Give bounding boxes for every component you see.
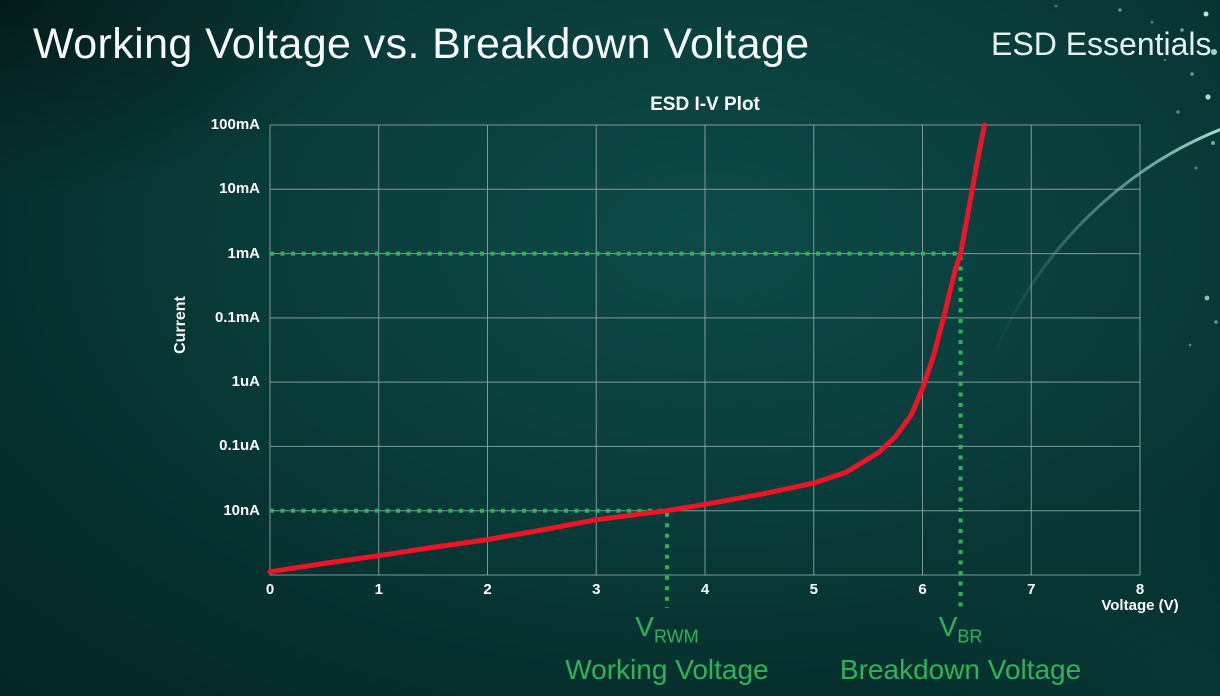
y-tick-10mA: 10mA: [219, 180, 260, 198]
breakdown-voltage-caption: Breakdown Voltage: [839, 653, 1082, 685]
swoosh-curve-decoration: [991, 128, 1220, 359]
y-tick-100mA: 100mA: [210, 116, 260, 133]
brand-text: ESD Essentials: [991, 26, 1212, 62]
x-tick-5: 5: [809, 581, 818, 598]
star-dots-decoration: [1054, 4, 1218, 347]
x-tick-8: 8: [1135, 581, 1145, 598]
page-title: Working Voltage vs. Breakdown Voltage: [33, 20, 810, 68]
x-tick-6: 6: [918, 581, 927, 598]
y-tick-0.1mA: 0.1mA: [214, 308, 260, 326]
y-tick-10nA: 10nA: [223, 501, 260, 519]
y-tick-0.1uA: 0.1uA: [219, 437, 260, 455]
iv-curve: [267, 122, 987, 575]
chart-title: ESD I-V Plot: [650, 94, 760, 115]
vbr-symbol: VBR: [938, 611, 983, 647]
x-tick-7: 7: [1027, 581, 1036, 598]
vrwm-marker-label: VRWM Working Voltage: [565, 611, 768, 686]
threshold-dotted-lines: [270, 251, 963, 608]
x-tick-1: 1: [374, 581, 383, 598]
grid-lines: [269, 124, 1141, 576]
vbr-marker-label: VBR Breakdown Voltage: [840, 611, 1081, 686]
x-tick-0: 0: [265, 581, 275, 598]
vrwm-symbol: VRWM: [635, 611, 699, 647]
x-tick-3: 3: [592, 581, 601, 598]
x-axis-label: Voltage (V): [1101, 597, 1179, 614]
y-tick-1uA: 1uA: [231, 373, 260, 391]
x-tick-2: 2: [483, 581, 492, 598]
y-tick-1mA: 1mA: [227, 244, 260, 262]
working-voltage-caption: Working Voltage: [565, 653, 769, 685]
x-tick-4: 4: [700, 581, 710, 598]
